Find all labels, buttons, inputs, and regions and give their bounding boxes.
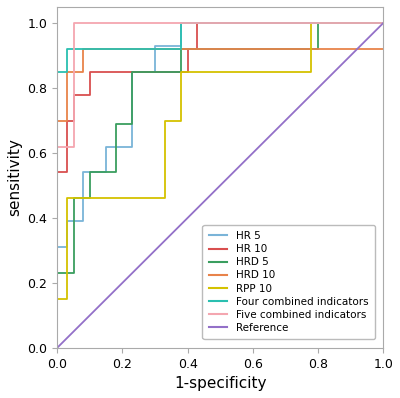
Y-axis label: sensitivity: sensitivity (7, 139, 22, 216)
Legend: HR 5, HR 10, HRD 5, HRD 10, RPP 10, Four combined indicators, Five combined indi: HR 5, HR 10, HRD 5, HRD 10, RPP 10, Four… (202, 225, 375, 339)
X-axis label: 1-specificity: 1-specificity (174, 376, 266, 391)
